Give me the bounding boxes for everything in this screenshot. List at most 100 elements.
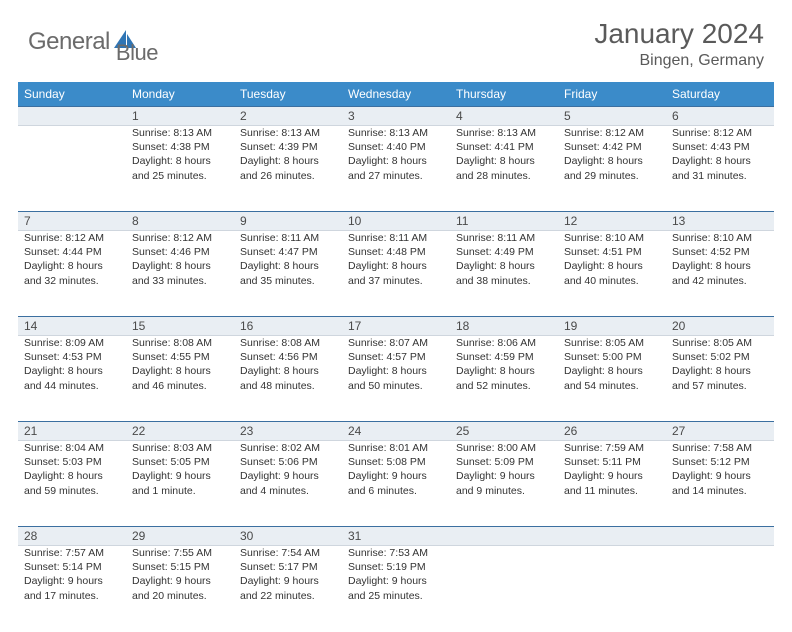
day-number: 19 xyxy=(558,317,666,336)
title-block: January 2024 Bingen, Germany xyxy=(594,18,764,70)
sunrise-text: Sunrise: 8:10 AM xyxy=(672,231,768,245)
sunrise-text: Sunrise: 8:01 AM xyxy=(348,441,444,455)
sunset-text: Sunset: 4:56 PM xyxy=(240,350,336,364)
day-cell: Sunrise: 8:11 AMSunset: 4:47 PMDaylight:… xyxy=(234,231,342,317)
day-number: 25 xyxy=(450,422,558,441)
sunset-text: Sunset: 4:51 PM xyxy=(564,245,660,259)
day-number: 6 xyxy=(666,107,774,126)
sunset-text: Sunset: 4:48 PM xyxy=(348,245,444,259)
day-number: 31 xyxy=(342,527,450,546)
day-cell: Sunrise: 7:54 AMSunset: 5:17 PMDaylight:… xyxy=(234,546,342,632)
day-header: Saturday xyxy=(666,82,774,107)
day-number: 20 xyxy=(666,317,774,336)
day-cell: Sunrise: 8:01 AMSunset: 5:08 PMDaylight:… xyxy=(342,441,450,527)
sunset-text: Sunset: 5:17 PM xyxy=(240,560,336,574)
daylight-text: Daylight: 8 hours and 50 minutes. xyxy=(348,364,444,392)
day-cell: Sunrise: 8:00 AMSunset: 5:09 PMDaylight:… xyxy=(450,441,558,527)
daynum-row: 28293031 xyxy=(18,527,774,546)
day-number: 3 xyxy=(342,107,450,126)
daylight-text: Daylight: 8 hours and 26 minutes. xyxy=(240,154,336,182)
sunrise-text: Sunrise: 8:08 AM xyxy=(240,336,336,350)
daylight-text: Daylight: 8 hours and 40 minutes. xyxy=(564,259,660,287)
day-number xyxy=(558,527,666,546)
day-cell: Sunrise: 8:09 AMSunset: 4:53 PMDaylight:… xyxy=(18,336,126,422)
day-number: 1 xyxy=(126,107,234,126)
daylight-text: Daylight: 9 hours and 1 minute. xyxy=(132,469,228,497)
day-number: 24 xyxy=(342,422,450,441)
sunset-text: Sunset: 5:09 PM xyxy=(456,455,552,469)
week-row: Sunrise: 8:09 AMSunset: 4:53 PMDaylight:… xyxy=(18,336,774,422)
sunset-text: Sunset: 5:05 PM xyxy=(132,455,228,469)
sunset-text: Sunset: 4:55 PM xyxy=(132,350,228,364)
daylight-text: Daylight: 8 hours and 33 minutes. xyxy=(132,259,228,287)
day-cell: Sunrise: 7:59 AMSunset: 5:11 PMDaylight:… xyxy=(558,441,666,527)
sunset-text: Sunset: 4:59 PM xyxy=(456,350,552,364)
sunset-text: Sunset: 5:19 PM xyxy=(348,560,444,574)
sunset-text: Sunset: 4:39 PM xyxy=(240,140,336,154)
day-number: 7 xyxy=(18,212,126,231)
daylight-text: Daylight: 8 hours and 38 minutes. xyxy=(456,259,552,287)
sunset-text: Sunset: 4:46 PM xyxy=(132,245,228,259)
sunset-text: Sunset: 4:52 PM xyxy=(672,245,768,259)
sunrise-text: Sunrise: 7:53 AM xyxy=(348,546,444,560)
calendar: Sunday Monday Tuesday Wednesday Thursday… xyxy=(0,76,792,632)
day-cell: Sunrise: 8:03 AMSunset: 5:05 PMDaylight:… xyxy=(126,441,234,527)
sunrise-text: Sunrise: 8:10 AM xyxy=(564,231,660,245)
sunrise-text: Sunrise: 8:12 AM xyxy=(564,126,660,140)
page-header: General Blue January 2024 Bingen, German… xyxy=(0,0,792,76)
day-cell: Sunrise: 7:57 AMSunset: 5:14 PMDaylight:… xyxy=(18,546,126,632)
daylight-text: Daylight: 8 hours and 25 minutes. xyxy=(132,154,228,182)
sunrise-text: Sunrise: 8:02 AM xyxy=(240,441,336,455)
sunrise-text: Sunrise: 8:05 AM xyxy=(672,336,768,350)
sunrise-text: Sunrise: 8:12 AM xyxy=(132,231,228,245)
sunrise-text: Sunrise: 7:55 AM xyxy=(132,546,228,560)
daylight-text: Daylight: 8 hours and 57 minutes. xyxy=(672,364,768,392)
day-cell: Sunrise: 8:10 AMSunset: 4:52 PMDaylight:… xyxy=(666,231,774,317)
daylight-text: Daylight: 8 hours and 35 minutes. xyxy=(240,259,336,287)
day-header: Sunday xyxy=(18,82,126,107)
day-cell: Sunrise: 8:06 AMSunset: 4:59 PMDaylight:… xyxy=(450,336,558,422)
sunrise-text: Sunrise: 7:57 AM xyxy=(24,546,120,560)
day-number xyxy=(666,527,774,546)
sunset-text: Sunset: 4:57 PM xyxy=(348,350,444,364)
day-number: 5 xyxy=(558,107,666,126)
sunrise-text: Sunrise: 8:13 AM xyxy=(132,126,228,140)
daynum-row: 78910111213 xyxy=(18,212,774,231)
day-header: Monday xyxy=(126,82,234,107)
sunset-text: Sunset: 4:42 PM xyxy=(564,140,660,154)
sunrise-text: Sunrise: 8:11 AM xyxy=(348,231,444,245)
day-cell xyxy=(558,546,666,632)
day-number: 8 xyxy=(126,212,234,231)
week-row: Sunrise: 7:57 AMSunset: 5:14 PMDaylight:… xyxy=(18,546,774,632)
day-cell xyxy=(18,126,126,212)
daylight-text: Daylight: 8 hours and 48 minutes. xyxy=(240,364,336,392)
sunrise-text: Sunrise: 8:05 AM xyxy=(564,336,660,350)
daylight-text: Daylight: 8 hours and 54 minutes. xyxy=(564,364,660,392)
daylight-text: Daylight: 8 hours and 32 minutes. xyxy=(24,259,120,287)
day-number: 29 xyxy=(126,527,234,546)
sunrise-text: Sunrise: 8:13 AM xyxy=(240,126,336,140)
sunset-text: Sunset: 4:41 PM xyxy=(456,140,552,154)
day-cell: Sunrise: 8:12 AMSunset: 4:42 PMDaylight:… xyxy=(558,126,666,212)
location-label: Bingen, Germany xyxy=(594,52,764,70)
daylight-text: Daylight: 8 hours and 44 minutes. xyxy=(24,364,120,392)
daynum-row: 21222324252627 xyxy=(18,422,774,441)
day-cell: Sunrise: 8:05 AMSunset: 5:00 PMDaylight:… xyxy=(558,336,666,422)
day-cell: Sunrise: 8:13 AMSunset: 4:40 PMDaylight:… xyxy=(342,126,450,212)
day-number: 23 xyxy=(234,422,342,441)
day-cell: Sunrise: 8:10 AMSunset: 4:51 PMDaylight:… xyxy=(558,231,666,317)
day-header: Friday xyxy=(558,82,666,107)
sunset-text: Sunset: 4:49 PM xyxy=(456,245,552,259)
daylight-text: Daylight: 8 hours and 29 minutes. xyxy=(564,154,660,182)
sunrise-text: Sunrise: 8:12 AM xyxy=(672,126,768,140)
day-cell: Sunrise: 8:08 AMSunset: 4:55 PMDaylight:… xyxy=(126,336,234,422)
day-number: 14 xyxy=(18,317,126,336)
day-number: 26 xyxy=(558,422,666,441)
page-title: January 2024 xyxy=(594,18,764,50)
sunset-text: Sunset: 4:43 PM xyxy=(672,140,768,154)
daylight-text: Daylight: 8 hours and 46 minutes. xyxy=(132,364,228,392)
day-cell: Sunrise: 7:55 AMSunset: 5:15 PMDaylight:… xyxy=(126,546,234,632)
day-cell: Sunrise: 8:11 AMSunset: 4:48 PMDaylight:… xyxy=(342,231,450,317)
sunset-text: Sunset: 5:12 PM xyxy=(672,455,768,469)
day-number: 22 xyxy=(126,422,234,441)
